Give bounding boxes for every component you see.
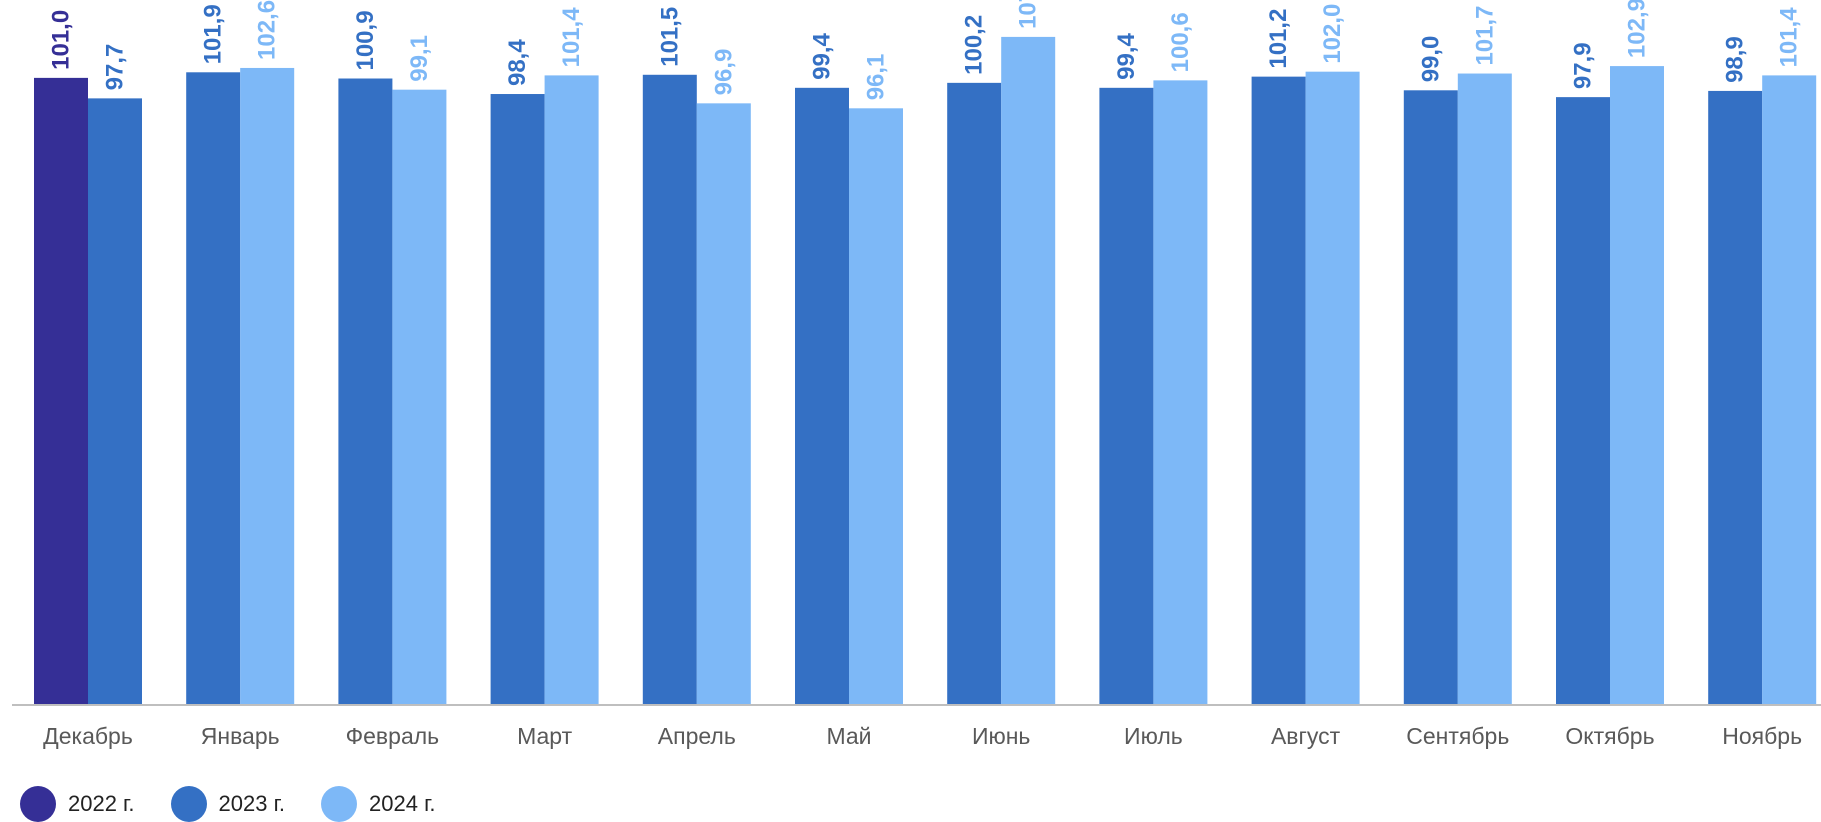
x-tick-label-10: Октябрь [1565,723,1654,749]
bar-2023-7 [1099,87,1154,706]
value-label-2023-10: 97,9 [1570,42,1597,89]
bar-2024-5 [849,108,903,705]
value-label-2022-0: 101,0 [48,10,75,70]
bar-2024-3 [544,75,599,705]
bar-2023-5 [795,87,849,706]
x-tick-label-9: Сентябрь [1406,723,1509,749]
value-label-2023-1: 101,9 [200,4,227,64]
value-label-2024-2: 99,1 [406,35,433,82]
legend-item-2024: 2024 г. [321,786,436,822]
bar-2023-10 [1556,97,1610,705]
value-label-2023-2: 100,9 [352,10,379,70]
value-labels-group: 101,0 97,7 101,9 102,6 100,9 99,1 98,4 101,4 101… [48,0,1803,100]
legend-label-2024: 2024 г. [369,791,436,816]
bar-2023-1 [186,72,241,705]
legend-swatch-2024 [321,786,358,822]
legend: 2022 г. 2023 г. 2024 г. [20,786,472,822]
value-label-2024-8: 102,0 [1319,4,1346,64]
value-label-2023-9: 99,0 [1417,36,1444,83]
x-tick-label-8: Август [1271,723,1341,749]
x-tick-label-11: Ноябрь [1722,723,1802,749]
bar-2024-8 [1305,71,1360,705]
legend-item-2022: 2022 г. [20,786,135,822]
bar-2023-11 [1708,90,1763,706]
bar-2024-4 [696,103,751,705]
value-label-2024-1: 102,6 [254,0,281,60]
bar-2024-1 [240,67,295,706]
x-tick-label-7: Июль [1124,723,1183,749]
value-label-2023-5: 99,4 [809,32,836,79]
value-label-2023-0: 97,7 [102,44,129,91]
bar-chart: 101,0 97,7 101,9 102,6 100,9 99,1 98,4 101,4 101… [12,0,1821,749]
x-tick-label-6: Июнь [972,723,1030,749]
value-label-2024-7: 100,6 [1167,12,1194,72]
bar-2024-2 [392,89,447,706]
value-label-2023-8: 101,2 [1265,9,1292,69]
bars-group [34,36,1817,706]
bar-2023-0 [88,98,142,705]
value-label-2024-9: 101,7 [1471,5,1498,65]
legend-item-2023: 2023 г. [170,786,286,822]
bar-2023-9 [1403,90,1458,706]
legend-label-2022: 2022 г. [68,791,135,816]
bar-2023-4 [642,74,697,705]
x-tick-label-1: Январь [201,723,280,749]
bar-2022-0 [34,77,88,705]
bar-2024-6 [1001,36,1056,706]
value-label-2024-11: 101,4 [1776,7,1803,68]
value-label-2024-10: 102,9 [1624,0,1651,58]
value-label-2024-3: 101,4 [558,7,585,68]
x-tick-labels-group: Декабрь Январь Февраль Март Апрель Май Июнь Июл… [43,723,1802,749]
value-label-2024-4: 96,9 [710,49,737,96]
legend-swatch-2022 [20,786,56,822]
x-tick-label-5: Май [826,723,871,749]
bar-2024-9 [1457,73,1512,705]
x-tick-label-2: Февраль [346,723,439,749]
value-label-2023-6: 100,2 [961,15,988,75]
value-label-2024-6: 107,6 [1015,0,1042,29]
bar-2023-3 [490,94,545,705]
value-label-2023-4: 101,5 [656,7,683,67]
value-label-2023-11: 98,9 [1722,36,1749,83]
value-label-2023-7: 99,4 [1113,32,1140,79]
bar-2024-7 [1153,80,1208,705]
bar-2023-6 [947,82,1002,705]
legend-swatch-2023 [170,786,207,822]
x-tick-label-0: Декабрь [43,723,133,749]
legend-label-2023: 2023 г. [218,791,286,816]
value-label-2024-5: 96,1 [863,54,890,101]
x-tick-label-4: Апрель [658,723,736,749]
bar-2023-8 [1251,76,1306,705]
x-tick-label-3: Март [517,723,572,749]
bar-2023-2 [338,78,393,705]
value-label-2023-3: 98,4 [504,39,531,86]
bar-2024-10 [1610,66,1664,706]
bar-2024-11 [1762,75,1817,705]
